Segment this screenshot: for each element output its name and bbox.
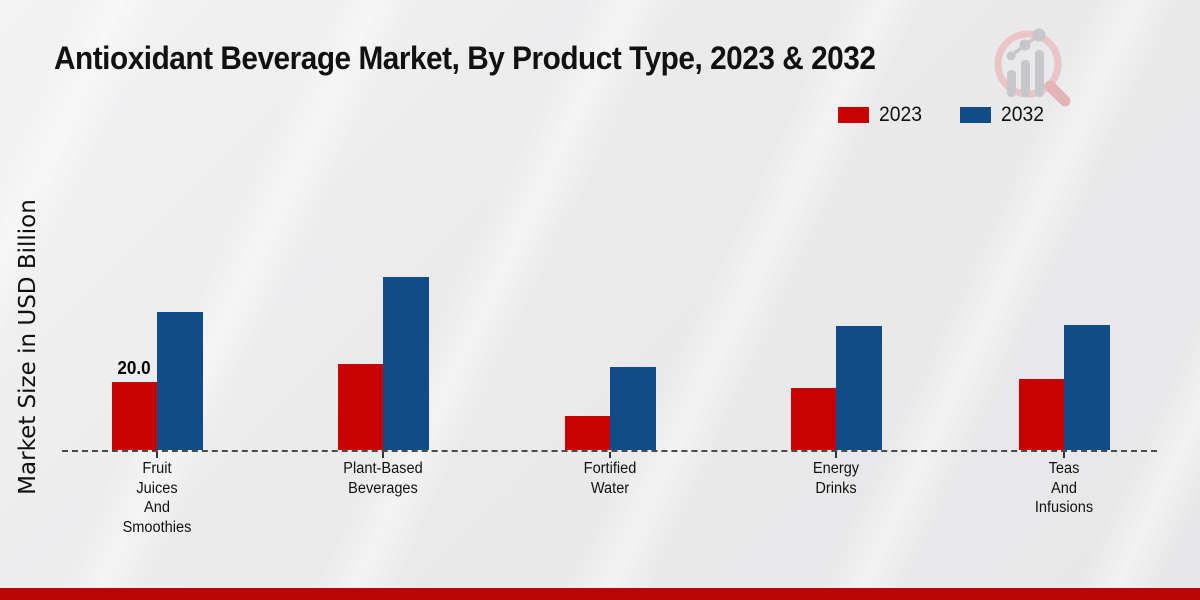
- category-label-1: Plant-Based Beverages: [343, 460, 423, 497]
- legend-label-2032: 2032: [1000, 103, 1044, 126]
- chart-title: Antioxidant Beverage Market, By Product …: [54, 40, 876, 76]
- bar-2023-0: [111, 382, 157, 450]
- legend-swatch-2023: [838, 107, 869, 123]
- magnifier-bar-chart-logo-icon: [988, 26, 1083, 111]
- category-label-0: Fruit Juices And Smoothies: [122, 460, 192, 536]
- bar-2032-0: [157, 312, 203, 450]
- legend-swatch-2032: [959, 107, 991, 123]
- x-axis-tick: [156, 452, 158, 458]
- logo-svg: [994, 28, 1071, 107]
- category-label-3: Energy Drinks: [812, 460, 860, 497]
- bar-2023-2: [564, 416, 610, 450]
- bar-2023-1: [337, 364, 383, 450]
- bar-2032-2: [610, 367, 656, 450]
- category-label-2: Fortified Water: [583, 460, 637, 497]
- legend-item-2023: 2023: [838, 103, 926, 127]
- bar-2032-4: [1064, 325, 1110, 450]
- legend-item-2032: 2032: [959, 103, 1048, 127]
- legend-label-2023: 2023: [879, 103, 922, 126]
- footer-accent-bar: [0, 588, 1200, 600]
- bar-2032-3: [836, 326, 882, 450]
- bar-2023-4: [1018, 379, 1064, 450]
- category-label-4: Teas And Infusions: [1034, 460, 1094, 516]
- x-axis-tick: [835, 452, 837, 458]
- x-axis-tick: [382, 452, 384, 458]
- x-axis-tick: [609, 452, 611, 458]
- bar-2023-3: [790, 388, 836, 450]
- x-axis-tick: [1063, 452, 1065, 458]
- bar-value-label: 20.0: [117, 358, 151, 378]
- x-axis-baseline: [62, 450, 1157, 452]
- bar-2032-1: [383, 277, 429, 450]
- legend: 2023 2032: [838, 103, 1047, 127]
